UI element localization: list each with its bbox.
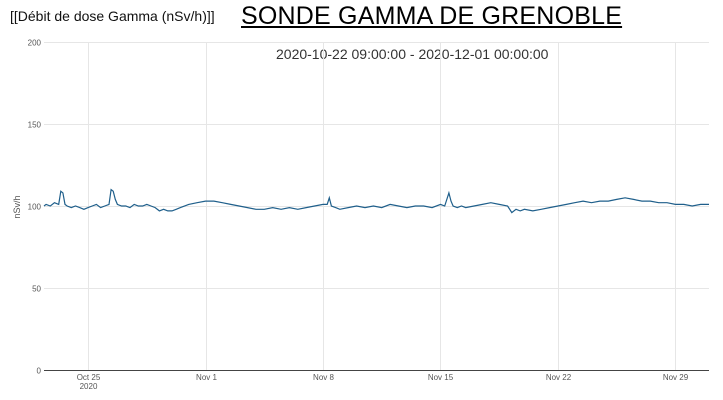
x-tick-label: Nov 8 xyxy=(313,373,334,382)
x-tick-label: Nov 15 xyxy=(428,373,454,382)
y-axis-ticks: 0 50 100 150 200 xyxy=(28,39,42,376)
series-line[interactable] xyxy=(43,188,709,214)
chart-title: 2020-10-22 09:00:00 - 2020-12-01 00:00:0… xyxy=(276,46,549,62)
grid-lines xyxy=(44,42,709,370)
y-tick-label: 100 xyxy=(28,203,42,212)
y-tick-label: 150 xyxy=(28,121,42,130)
y-tick-label: 50 xyxy=(32,285,41,294)
chart-variable-label: [[Débit de dose Gamma (nSv/h)]] xyxy=(10,8,215,24)
x-tick-label: Nov 29 xyxy=(663,373,689,382)
y-tick-label: 0 xyxy=(37,367,42,376)
x-tick-label: Nov 22 xyxy=(546,373,572,382)
x-tick-sublabel: 2020 xyxy=(80,382,98,391)
y-tick-label: 200 xyxy=(28,39,42,48)
y-axis-label: nSv/h xyxy=(12,195,22,218)
x-tick-label: Nov 1 xyxy=(196,373,217,382)
page-title: SONDE GAMMA DE GRENOBLE xyxy=(241,2,623,30)
x-tick-label: Oct 25 xyxy=(77,373,101,382)
